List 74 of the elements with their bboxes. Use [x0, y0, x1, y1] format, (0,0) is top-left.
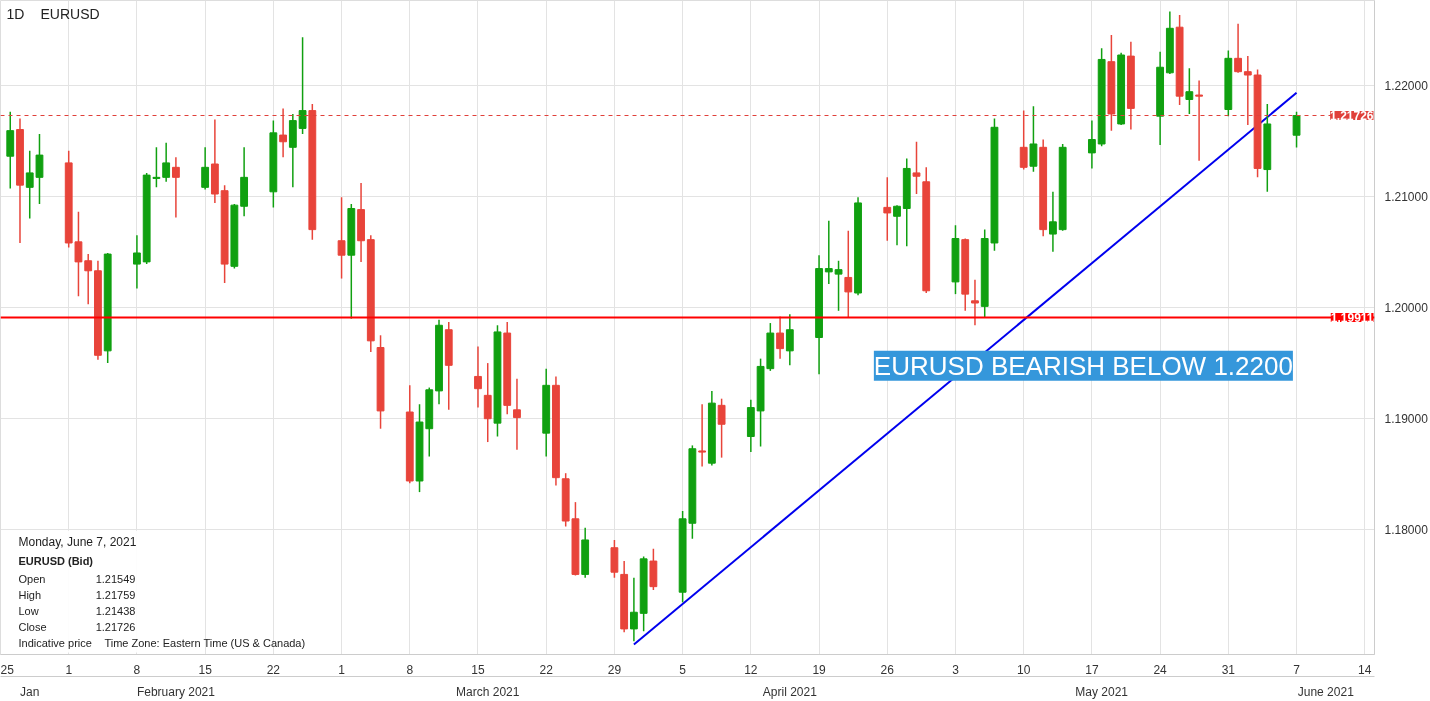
x-tick-label: 15: [471, 662, 485, 677]
candlestick: [893, 204, 901, 246]
x-tick-label: 10: [1017, 662, 1031, 677]
candlestick: [513, 377, 521, 451]
y-tick-label: 1.19000: [1384, 412, 1429, 427]
x-tick-label: 5: [679, 662, 687, 677]
y-tick-label: 1.22000: [1384, 78, 1429, 93]
annotation: High: [18, 589, 42, 601]
candlestick: [883, 176, 892, 242]
candlestick: [337, 196, 346, 280]
chart-title: EURUSD: [40, 6, 100, 23]
annotation: Low: [18, 604, 39, 617]
candlestick: [698, 403, 707, 468]
chart-subtitle: 1D: [6, 6, 25, 23]
x2-tick-label: March 2021: [456, 684, 520, 699]
x-tick-label: 25: [0, 662, 15, 677]
candlestick: [971, 278, 979, 327]
x-tick-label: 26: [880, 662, 895, 677]
candlestick: [171, 156, 180, 219]
x-tick-label: 1: [338, 662, 346, 677]
x-tick-label: 8: [406, 662, 414, 677]
annotation: EURUSD BEARISH BELOW 1.2200: [873, 350, 1293, 381]
candlestick: [201, 146, 210, 191]
candlestick: [1185, 67, 1194, 115]
annotation: Close: [18, 620, 47, 633]
candlestick: [629, 577, 638, 642]
x2-tick-label: June 2021: [1297, 684, 1355, 699]
annotation: Monday, June 7, 2021: [18, 535, 137, 550]
annotation: 1.21726: [95, 620, 136, 633]
x-tick-label: 3: [952, 662, 960, 677]
x-tick-label: 17: [1085, 662, 1099, 677]
candlestick: [717, 397, 726, 459]
x2-tick-label: April 2021: [762, 684, 818, 699]
x-tick-label: 19: [812, 662, 827, 677]
x-tick-label: 29: [607, 662, 622, 677]
x-tick-label: 22: [266, 662, 281, 677]
candlestick: [1234, 23, 1242, 74]
x-tick-label: 7: [1293, 662, 1301, 677]
x-tick-label: 8: [133, 662, 141, 677]
x2-tick-label: Jan: [20, 684, 40, 699]
annotation: Time Zone: Eastern Time (US & Canada): [104, 636, 306, 649]
candlestick: [483, 362, 492, 443]
candlestick: [844, 229, 853, 319]
x-tick-label: 31: [1221, 662, 1236, 677]
candlestick: [1292, 111, 1301, 149]
x-tick-label: 12: [744, 662, 758, 677]
candlestick: [1049, 191, 1057, 253]
x-tick-label: 22: [539, 662, 554, 677]
annotation: 1.21438: [95, 604, 136, 617]
x-tick-label: 1: [65, 662, 73, 677]
candlestick: [162, 142, 171, 183]
candlestick: [776, 315, 784, 360]
annotation: Open: [18, 573, 46, 586]
annotation: 1.21549: [95, 573, 136, 586]
x-tick-label: 15: [198, 662, 213, 677]
candlestick: [133, 234, 141, 290]
y-tick-label: 1.18000: [1384, 523, 1429, 538]
ref-line-label: 1.19911: [1330, 310, 1374, 325]
candlestick: [1087, 119, 1096, 170]
x-tick-label: 14: [1358, 662, 1372, 677]
y-tick-label: 1.20000: [1384, 300, 1429, 315]
y-tick-label: 1.21000: [1384, 189, 1429, 204]
ref-line-label: 1.21726: [1330, 109, 1374, 124]
annotation: EURUSD (Bid): [18, 554, 94, 567]
x-tick-label: 24: [1153, 662, 1168, 677]
candlestick: [474, 345, 482, 409]
annotation: Indicative price: [18, 636, 92, 649]
annotation: 1.21759: [95, 589, 136, 601]
x2-tick-label: February 2021: [136, 684, 216, 699]
candlestick: [785, 313, 794, 367]
candlestick: [912, 141, 921, 195]
candlestick: [1029, 105, 1038, 173]
x2-tick-label: May 2021: [1075, 684, 1129, 699]
candlestick: [298, 36, 307, 135]
